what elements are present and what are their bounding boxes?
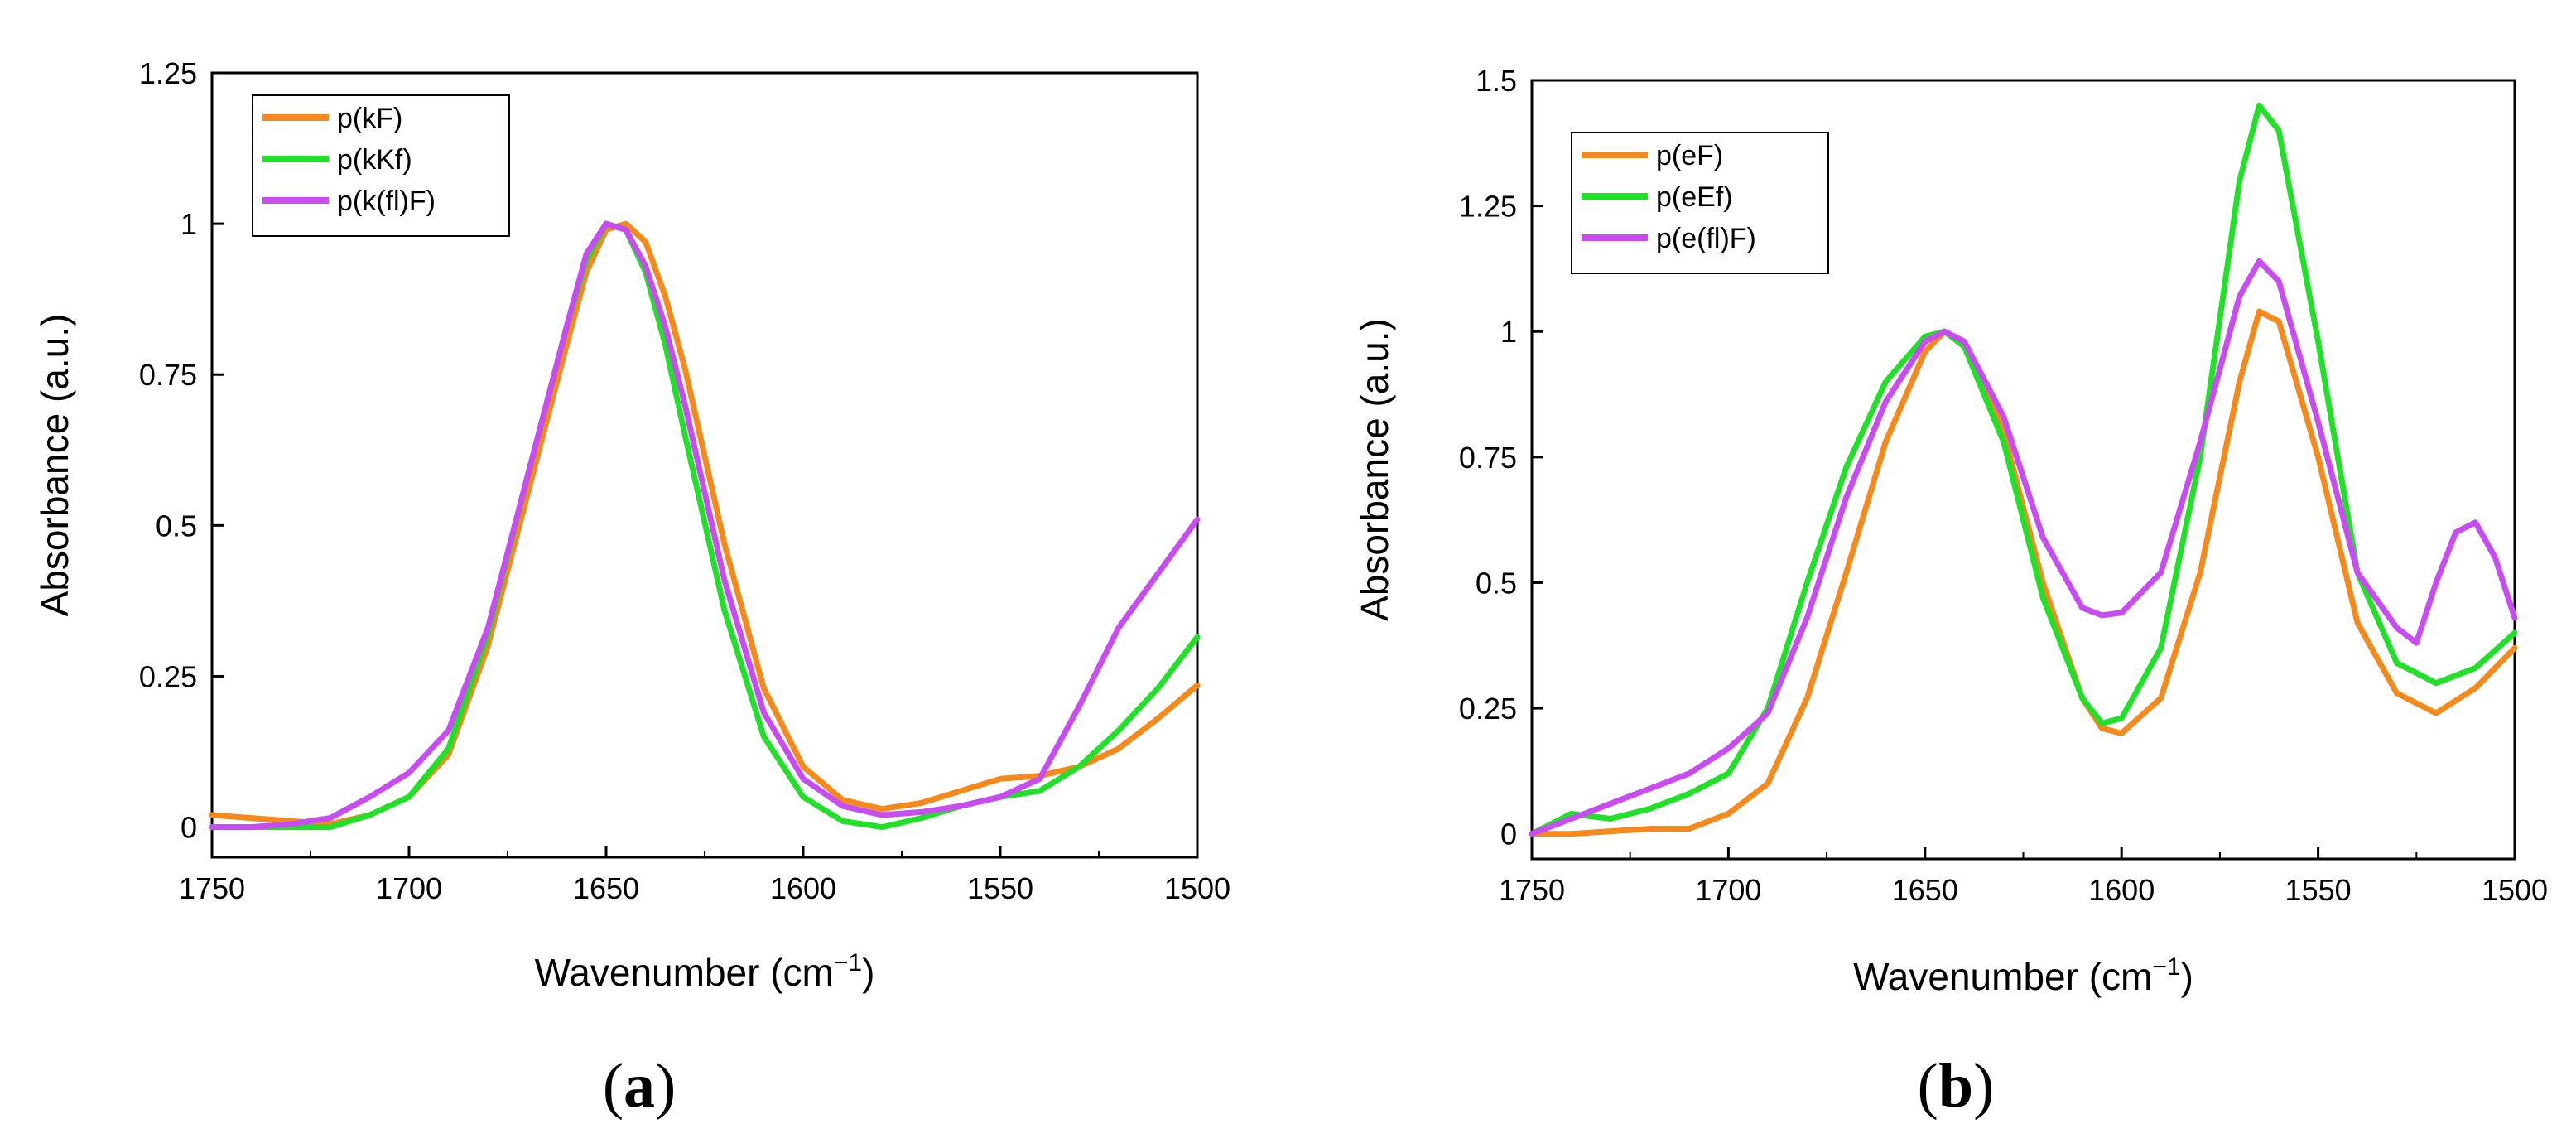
legend-label: p(kKf) <box>337 144 412 176</box>
series-line-1 <box>1529 308 2518 837</box>
x-tick-label: 1600 <box>2088 873 2155 907</box>
y-tick-label: 0.5 <box>156 509 197 543</box>
legend-label: p(k(fl)F) <box>337 186 436 217</box>
y-tick-label: 0.5 <box>1476 566 1517 600</box>
caption-b-letter: b <box>1938 1051 1974 1121</box>
caption-a-letter: a <box>624 1051 655 1121</box>
legend-label: p(eF) <box>1656 140 1723 171</box>
x-tick-label: 1550 <box>2285 873 2352 907</box>
legend-label: p(e(fl)F) <box>1656 223 1756 254</box>
y-tick-label: 0.25 <box>1459 692 1517 726</box>
y-tick-label: 0 <box>181 811 197 845</box>
x-tick-label: 1650 <box>1892 873 1958 907</box>
series-line-3 <box>209 220 1201 831</box>
legend-label: p(eEf) <box>1656 181 1733 213</box>
series-line-2 <box>1529 102 2518 837</box>
series-line-3 <box>1529 258 2518 837</box>
y-axis-label: Absorbance (a.u.) <box>33 314 76 617</box>
chart-panel-b: 1750 1700 1650 1600 1550 1500 0 0.25 0.5 0.75 1 1.2… <box>1353 64 2548 998</box>
x-axis-label: Wavenumber (cm−1) <box>1853 953 2193 998</box>
legend-label: p(kF) <box>337 103 402 134</box>
x-tick-label: 1700 <box>376 871 442 905</box>
x-tick-label: 1500 <box>1164 871 1230 905</box>
x-tick-label: 1550 <box>967 871 1033 905</box>
caption-a: (a) <box>602 1051 677 1121</box>
x-tick-label: 1750 <box>179 871 245 905</box>
y-tick-label: 0.75 <box>139 358 197 392</box>
x-axis-label: Wavenumber (cm−1) <box>535 949 875 994</box>
y-tick-label: 1 <box>181 207 197 241</box>
y-tick-label: 0.25 <box>139 659 197 693</box>
y-tick-label: 0.75 <box>1459 441 1517 475</box>
y-tick-label: 1.25 <box>1459 190 1517 224</box>
y-axis-label: Absorbance (a.u.) <box>1353 318 1396 621</box>
y-tick-label: 0 <box>1500 818 1517 851</box>
x-tick-label: 1500 <box>2482 873 2548 907</box>
y-tick-label: 1.5 <box>1476 64 1517 98</box>
series-line-2 <box>209 220 1201 831</box>
x-tick-label: 1600 <box>770 871 836 905</box>
chart-panel-a: 1750 1700 1650 1600 1550 1500 0 0.25 0.5 0.75 1 1.2… <box>33 56 1230 994</box>
y-tick-label: 1.25 <box>139 56 197 90</box>
x-tick-label: 1750 <box>1499 873 1565 907</box>
x-tick-label: 1700 <box>1695 873 1761 907</box>
x-tick-label: 1650 <box>573 871 639 905</box>
y-tick-label: 1 <box>1500 315 1517 349</box>
caption-b: (b) <box>1917 1051 1995 1121</box>
